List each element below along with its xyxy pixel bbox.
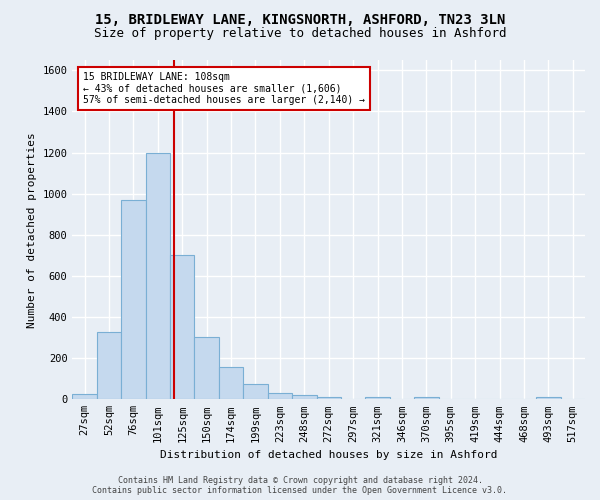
Bar bbox=[317, 397, 341, 400]
Bar bbox=[97, 332, 121, 400]
Bar bbox=[121, 200, 146, 400]
Bar bbox=[243, 384, 268, 400]
Text: Contains HM Land Registry data © Crown copyright and database right 2024.
Contai: Contains HM Land Registry data © Crown c… bbox=[92, 476, 508, 495]
Bar bbox=[146, 152, 170, 400]
Text: Size of property relative to detached houses in Ashford: Size of property relative to detached ho… bbox=[94, 28, 506, 40]
Bar bbox=[536, 397, 560, 400]
Bar bbox=[365, 397, 390, 400]
Text: 15 BRIDLEWAY LANE: 108sqm
← 43% of detached houses are smaller (1,606)
57% of se: 15 BRIDLEWAY LANE: 108sqm ← 43% of detac… bbox=[83, 72, 365, 105]
Bar bbox=[292, 395, 317, 400]
Y-axis label: Number of detached properties: Number of detached properties bbox=[27, 132, 37, 328]
Bar bbox=[219, 368, 243, 400]
Text: 15, BRIDLEWAY LANE, KINGSNORTH, ASHFORD, TN23 3LN: 15, BRIDLEWAY LANE, KINGSNORTH, ASHFORD,… bbox=[95, 12, 505, 26]
Bar bbox=[414, 397, 439, 400]
X-axis label: Distribution of detached houses by size in Ashford: Distribution of detached houses by size … bbox=[160, 450, 497, 460]
Bar bbox=[170, 256, 194, 400]
Bar bbox=[73, 394, 97, 400]
Bar bbox=[194, 336, 219, 400]
Bar bbox=[268, 393, 292, 400]
